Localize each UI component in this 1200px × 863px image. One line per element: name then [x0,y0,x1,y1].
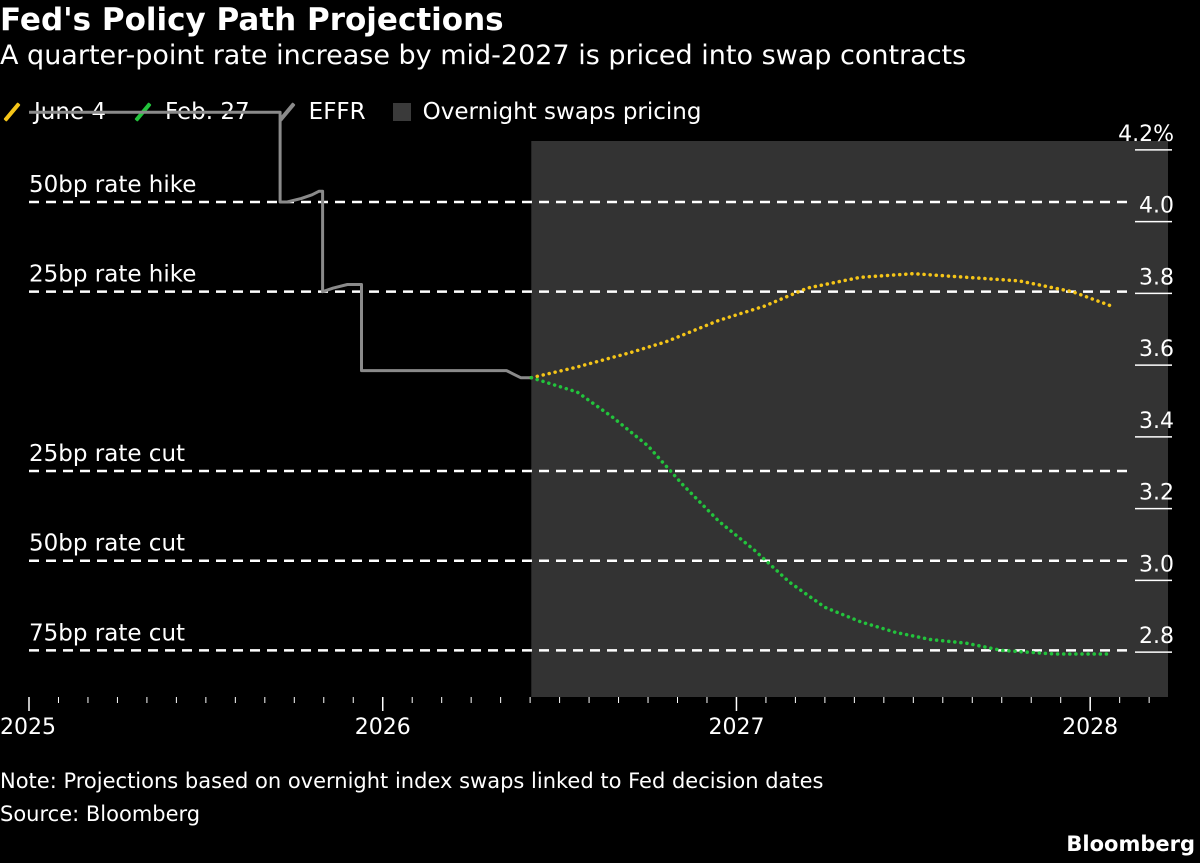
y-tick-label-3-6: 3.6 [1139,337,1174,362]
series-line-june-4 [529,271,1114,380]
chart-subtitle: A quarter-point rate increase by mid-202… [0,40,967,71]
footer-source: Source: Bloomberg [0,802,201,826]
overnight-swaps-shaded-region [531,141,1168,697]
legend-label-effr: EFFR [308,99,366,125]
legend-item-effr: EFFR [275,99,366,125]
ref-label-25bp-rate-cut: 25bp rate cut [29,441,185,467]
ref-label-50bp-rate-cut: 50bp rate cut [29,531,185,557]
x-tick-label-2025: 2025 [0,715,56,740]
x-tick-label-2027: 2027 [708,715,764,740]
shaded-region-layer [531,141,1168,697]
x-tick-label-2028: 2028 [1062,715,1118,740]
footer-note: Note: Projections based on overnight ind… [0,769,824,793]
y-tick-label-3-8: 3.8 [1139,265,1174,290]
y-tick-label-4-0: 4.0 [1139,194,1174,219]
reference-lines-layer: 50bp rate hike 25bp rate hike 25bp rate cu… [29,172,1128,652]
legend-label-swaps-pricing: Overnight swaps pricing [422,99,702,125]
bloomberg-logo: Bloomberg [1066,832,1195,856]
ref-label-75bp-rate-cut: 75bp rate cut [29,620,185,646]
axes-layer: 4.2% 4.0 3.8 3.6 3.4 3.2 3.0 2.8 2025 2026 2027 202… [0,122,1174,740]
chart-title: Fed's Policy Path Projections [0,2,504,38]
ref-label-50bp-rate-hike: 50bp rate hike [29,172,196,198]
y-tick-label-3-0: 3.0 [1139,552,1174,577]
series-line-effr [29,110,532,380]
legend-item-swaps-pricing: Overnight swaps pricing [391,99,702,125]
y-tick-label-3-2: 3.2 [1139,481,1174,506]
x-tick-label-2026: 2026 [355,715,411,740]
series-layer [29,110,1114,656]
legend: June 4 Feb. 27 EFFR Overnight swaps pric… [0,97,727,127]
series-line-feb-27 [529,375,1114,656]
ref-label-25bp-rate-hike: 25bp rate hike [29,262,196,288]
y-tick-label-4-2: 4.2% [1118,122,1174,147]
y-tick-label-2-8: 2.8 [1139,624,1174,649]
y-tick-label-3-4: 3.4 [1139,409,1174,434]
legend-swatch-swaps-pricing-icon [392,103,411,121]
